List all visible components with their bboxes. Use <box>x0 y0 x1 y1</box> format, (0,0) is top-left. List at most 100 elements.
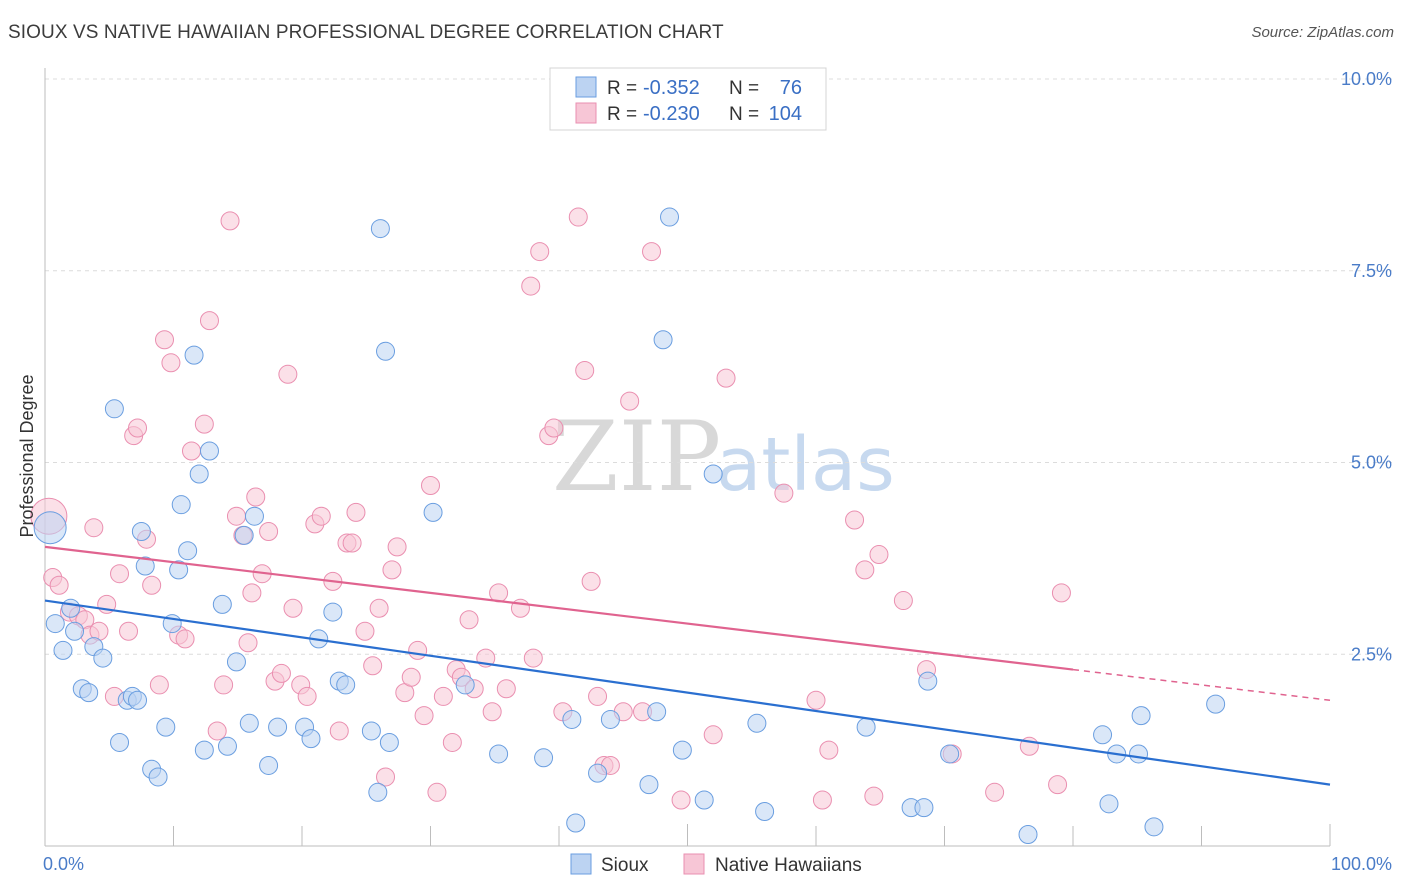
legend-swatch-sioux <box>575 76 597 98</box>
hawaiian-point <box>175 629 195 649</box>
sioux-point <box>534 748 554 768</box>
sioux-point <box>653 330 673 350</box>
hawaiian-point <box>342 533 362 553</box>
hawaiian-point <box>149 675 169 695</box>
legend-n-value-sioux: 76 <box>780 77 802 99</box>
sioux-point <box>379 732 399 752</box>
sioux-trend-line <box>44 599 1331 786</box>
bottom-legend-hawaiian: Native Hawaiians <box>715 855 862 876</box>
hawaiian-point <box>401 667 421 687</box>
hawaiian-point <box>414 706 434 726</box>
hawaiian-point <box>442 732 462 752</box>
bottom-legend-swatch-sioux <box>570 853 592 875</box>
sioux-point <box>370 219 390 239</box>
tick-labels: 2.5% 5.0% 7.5% 10.0% 0.0% 100.0% <box>43 69 1392 874</box>
sioux-point <box>45 614 65 634</box>
sioux-point <box>110 732 130 752</box>
legend-r-value-hawaiian: -0.230 <box>643 103 700 125</box>
bottom-legend-sioux: Sioux <box>601 855 649 876</box>
sioux-point <box>562 709 582 729</box>
hawaiian-point <box>382 560 402 580</box>
hawaiian-point <box>568 207 588 227</box>
sioux-point <box>199 441 219 461</box>
hawaiian-point <box>346 502 366 522</box>
sioux-point <box>376 341 396 361</box>
sioux-point <box>301 729 321 749</box>
sioux-point <box>703 464 723 484</box>
x-tick-label-max: 100.0% <box>1331 854 1392 874</box>
source-note: Source: ZipAtlas.com <box>1251 24 1394 41</box>
y-tick-label: 10.0% <box>1341 69 1392 89</box>
sioux-point <box>489 744 509 764</box>
hawaiian-point <box>496 679 516 699</box>
bottom-legend-swatch-hawaiian <box>683 853 705 875</box>
legend-n-value-hawaiian: 104 <box>769 103 802 125</box>
legend-r-value-sioux: -0.352 <box>643 77 700 99</box>
hawaiian-point <box>482 702 502 722</box>
hawaiian-point <box>774 483 794 503</box>
sioux-point <box>323 602 343 622</box>
sioux-point <box>171 495 191 515</box>
sioux-point <box>239 713 259 733</box>
hawaiian-point <box>376 767 396 787</box>
hawaiian-trend-extension <box>1072 668 1331 702</box>
hawaiian-point <box>199 311 219 331</box>
sioux-point <box>194 740 214 760</box>
hawaiian-point <box>110 564 130 584</box>
sioux-point <box>918 671 938 691</box>
hawaiian-point <box>620 391 640 411</box>
sioux-point <box>53 640 73 660</box>
hawaiian-point <box>588 686 608 706</box>
sioux-point <box>336 675 356 695</box>
sioux-point <box>940 744 960 764</box>
sioux-point <box>566 813 586 833</box>
sioux-point <box>226 652 246 672</box>
hawaiian-point <box>864 786 884 806</box>
series-legend: Sioux Native Hawaiians <box>570 853 862 876</box>
hawaiian-point <box>297 686 317 706</box>
chart-title: SIOUX VS NATIVE HAWAIIAN PROFESSIONAL DE… <box>8 22 724 43</box>
axes <box>44 68 1331 847</box>
sioux-point <box>131 522 151 542</box>
sioux-point <box>1206 694 1226 714</box>
correlation-legend: R = -0.352 N = 76 R = -0.230 N = 104 <box>549 67 827 131</box>
hawaiian-point <box>161 353 181 373</box>
sioux-point <box>1093 725 1113 745</box>
sioux-point <box>217 736 237 756</box>
sioux-point <box>268 717 288 737</box>
sioux-point <box>856 717 876 737</box>
sioux-point <box>361 721 381 741</box>
hawaiian-point <box>581 571 601 591</box>
sioux-point <box>148 767 168 787</box>
hawaiian-point <box>716 368 736 388</box>
legend-r-label-sioux: R = <box>607 78 637 99</box>
hawaiian-point <box>369 598 389 618</box>
hawaiian-point <box>207 721 227 741</box>
gridlines <box>45 78 1392 655</box>
hawaiian-point <box>985 782 1005 802</box>
hawaiian-point <box>142 575 162 595</box>
sioux-point <box>178 541 198 561</box>
legend-n-label-sioux: N = <box>729 78 759 99</box>
y-tick-label: 2.5% <box>1351 644 1392 664</box>
sioux-point <box>747 713 767 733</box>
hawaiian-point <box>246 487 266 507</box>
hawaiian-point <box>226 506 246 526</box>
legend-r-label-hawaiian: R = <box>607 104 637 125</box>
hawaiian-point <box>311 506 331 526</box>
sioux-point <box>1131 706 1151 726</box>
sioux-point <box>169 560 189 580</box>
hawaiian-point <box>271 663 291 683</box>
sioux-point <box>1144 817 1164 837</box>
hawaiian-point <box>459 610 479 630</box>
hawaiian-point <box>49 575 69 595</box>
sioux-points <box>33 207 1226 844</box>
sioux-point <box>33 511 67 545</box>
sioux-point <box>189 464 209 484</box>
hawaiian-point <box>194 414 214 434</box>
hawaiian-point <box>387 537 407 557</box>
hawaiian-point <box>855 560 875 580</box>
trend-lines <box>44 545 1331 786</box>
hawaiian-point <box>242 583 262 603</box>
hawaiian-point <box>355 621 375 641</box>
